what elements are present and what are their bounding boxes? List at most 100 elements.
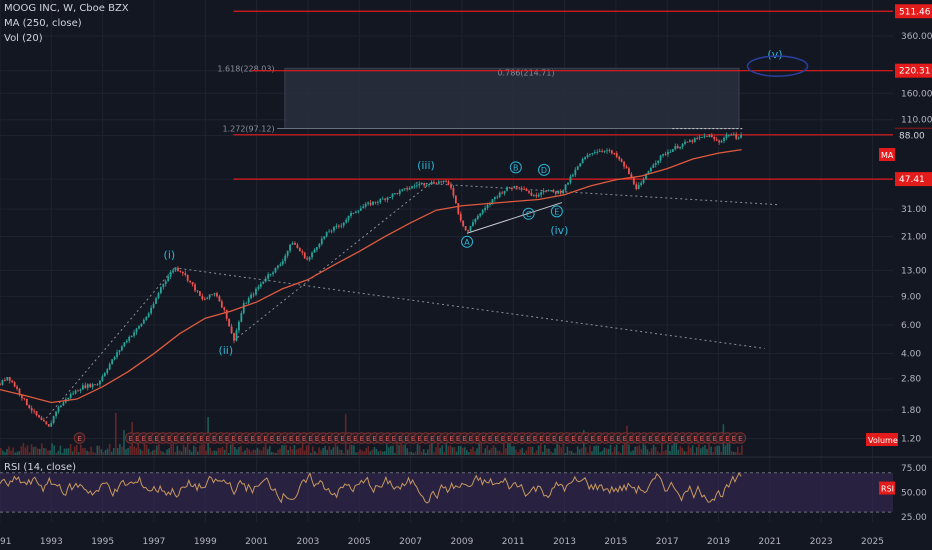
volume-bar	[12, 447, 14, 455]
candle-body	[508, 187, 511, 189]
candle-body	[674, 146, 677, 150]
volume-bar	[478, 443, 480, 455]
rsi-legend[interactable]: RSI (14, close)	[4, 462, 77, 473]
volume-bar	[441, 445, 443, 455]
x-tick-label: 2025	[861, 537, 884, 547]
candle-body	[669, 151, 672, 153]
candle-body	[693, 138, 696, 142]
ma-legend[interactable]: MA (250, close)	[4, 18, 82, 29]
candle-body	[413, 185, 416, 187]
candle-body	[486, 204, 489, 208]
volume-bar	[244, 450, 246, 455]
wave-v-target-ellipse[interactable]	[746, 55, 809, 77]
trendline-upper[interactable]	[415, 182, 778, 206]
volume-bar	[291, 449, 294, 455]
earnings-marker-label: E	[141, 435, 145, 443]
volume-bar	[554, 448, 556, 455]
candle-body	[554, 191, 557, 194]
volume-bar	[597, 445, 599, 455]
volume-bar	[400, 443, 402, 455]
volume-bar	[396, 432, 398, 455]
candle-body	[735, 134, 738, 139]
candle-body	[306, 258, 309, 260]
chart-title: MOOG INC, W, Cboe BZX	[4, 3, 129, 14]
earnings-marker-label: E	[392, 435, 396, 443]
candle-body	[203, 299, 206, 300]
candle-body	[610, 150, 613, 154]
volume-bar	[605, 448, 608, 455]
wave-label: (i)	[164, 248, 176, 261]
candle-body	[498, 192, 501, 197]
x-tick-label: 2023	[810, 537, 833, 547]
earnings-marker-label: E	[469, 435, 473, 443]
trendline-lower[interactable]	[174, 267, 765, 349]
volume-bar	[270, 451, 273, 455]
volume-bar	[0, 448, 2, 455]
ma-250-line[interactable]	[0, 148, 742, 404]
volume-bar	[724, 445, 727, 455]
candle-body	[233, 333, 235, 341]
volume-bar	[644, 445, 647, 455]
fibonacci-zone[interactable]	[284, 67, 740, 129]
earnings-marker-label: E	[295, 435, 299, 443]
candle-body	[537, 194, 540, 197]
candle-body	[230, 326, 233, 334]
candle-body	[277, 265, 279, 268]
candle-body	[659, 155, 662, 161]
candle-body	[523, 188, 526, 190]
earnings-marker[interactable]	[73, 432, 86, 444]
candle-body	[411, 186, 413, 189]
volume-bar	[231, 443, 234, 455]
earnings-marker-label: E	[578, 435, 582, 443]
candle-body	[676, 146, 679, 149]
volume-bar	[630, 451, 632, 455]
volume-bar	[180, 451, 183, 455]
volume-bar	[564, 452, 567, 455]
volume-bar	[390, 445, 392, 455]
volume-bar	[476, 448, 478, 455]
candle-body	[62, 402, 65, 406]
candle-body	[688, 140, 691, 143]
candle-body	[281, 260, 284, 265]
earnings-marker-label: E	[552, 435, 556, 443]
earnings-marker-label: E	[680, 435, 684, 443]
volume-bar	[367, 446, 370, 455]
volume-legend[interactable]: Vol (20)	[4, 33, 43, 44]
volume-bar	[8, 446, 10, 455]
volume-bar	[511, 446, 513, 455]
volume-bar	[406, 448, 409, 455]
volume-bar	[293, 445, 296, 455]
earnings-marker-label: E	[199, 435, 203, 443]
rsi-band	[0, 472, 893, 513]
volume-bar	[170, 444, 172, 455]
volume-bar	[328, 445, 331, 455]
candle-body	[323, 236, 326, 239]
volume-bar	[32, 446, 35, 455]
wave-label-circle	[461, 235, 474, 248]
earnings-marker-label: E	[340, 435, 344, 443]
volume-bar	[281, 445, 283, 455]
volume-bar	[502, 443, 505, 455]
candle-body	[450, 184, 452, 188]
rsi-tag	[879, 481, 895, 495]
volume-bar	[277, 449, 279, 455]
candle-body	[740, 135, 742, 138]
candle-body	[116, 352, 118, 358]
volume-bar	[334, 444, 337, 455]
volume-bar	[225, 443, 228, 455]
rsi-line[interactable]	[0, 471, 742, 504]
volume-bar	[375, 448, 378, 455]
y-tick-label: 31.00	[901, 205, 927, 215]
candle-body	[242, 303, 245, 314]
volume-bar	[712, 452, 714, 455]
candle-body	[649, 167, 652, 172]
x-tick-label: 2005	[348, 537, 371, 547]
volume-bar	[697, 443, 700, 455]
earnings-marker-label: E	[257, 435, 261, 443]
fib-label-1272: 1.272(97.12)	[223, 124, 275, 133]
earnings-marker-label: E	[231, 435, 235, 443]
earnings-marker[interactable]	[734, 432, 747, 444]
volume-bar	[482, 452, 485, 455]
